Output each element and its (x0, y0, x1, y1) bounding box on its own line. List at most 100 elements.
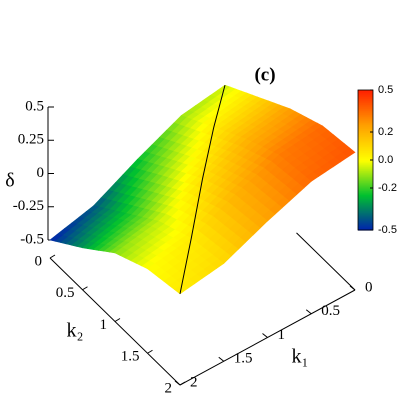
z-tick-label: 0 (37, 165, 45, 181)
y-tick-label: 0.5 (56, 285, 75, 301)
colorbar-cell (358, 196, 373, 199)
z-tick-label: 0.5 (25, 98, 44, 114)
colorbar-cell (358, 142, 373, 145)
colorbar-cell (358, 188, 373, 191)
y-tick-label: 1.5 (121, 349, 140, 365)
colorbar-cell (358, 166, 373, 169)
y-tick-label: 1 (100, 317, 108, 333)
colorbar-cell (358, 98, 373, 101)
colorbar-cell (358, 96, 373, 99)
colorbar-cell (358, 202, 373, 205)
colorbar-cell (358, 134, 373, 137)
colorbar-cell (358, 110, 373, 113)
colorbar-cell (358, 168, 373, 171)
colorbar-cell (358, 212, 373, 215)
colorbar-cell (358, 192, 373, 195)
colorbar-cell (358, 178, 373, 181)
axes (47, 106, 356, 386)
x-axis-label: k₁ (292, 346, 309, 368)
colorbar-tick-label: 0.5 (378, 84, 393, 96)
colorbar-cell (358, 124, 373, 127)
x-tick-label: 2 (190, 374, 198, 390)
x-tick (218, 356, 225, 362)
colorbar-cell (358, 156, 373, 159)
colorbar-cell (358, 198, 373, 201)
colorbar-cell (358, 224, 373, 227)
y-axis-label: k₂ (67, 320, 84, 342)
colorbar-cell (358, 208, 373, 211)
colorbar-cell (358, 174, 373, 177)
colorbar-cell (358, 214, 373, 217)
x-tick (262, 333, 268, 338)
colorbar-cell (358, 132, 373, 135)
colorbar-cell (358, 122, 373, 125)
x-tick-label: 0 (365, 279, 373, 295)
colorbar-cell (358, 128, 373, 131)
y-tick (114, 318, 121, 322)
colorbar-cell (358, 222, 373, 225)
colorbar-cell (358, 190, 373, 193)
colorbar-tick-label: -0.5 (378, 224, 397, 236)
x-tick-label: 0.5 (321, 303, 340, 319)
diagonal-line (179, 85, 226, 294)
x-tick (174, 380, 181, 386)
colorbar-cell (358, 104, 373, 107)
colorbar-cell (358, 186, 373, 189)
colorbar-cell (358, 204, 373, 207)
colorbar-cell (358, 126, 373, 129)
x-tick (349, 285, 356, 291)
colorbar-cell (358, 220, 373, 223)
surface (49, 84, 356, 295)
colorbar-cell (358, 100, 373, 103)
colorbar-cell (358, 176, 373, 179)
colorbar-tick-label: 0.2 (378, 126, 393, 138)
floor-edge (296, 232, 356, 291)
colorbar-cell (358, 138, 373, 141)
colorbar-cell (358, 90, 373, 93)
colorbar-cell (358, 136, 373, 139)
chart-title: (c) (254, 64, 275, 85)
colorbar-cell (358, 152, 373, 155)
colorbar-cell (358, 172, 373, 175)
colorbar-cell (358, 94, 373, 97)
colorbar-cell (358, 218, 373, 221)
colorbar-cell (358, 164, 373, 167)
y-tick (147, 349, 153, 354)
colorbar-cell (358, 154, 373, 157)
colorbar-tick-label: -0.2 (378, 182, 397, 194)
x-tick (305, 309, 312, 315)
colorbar-cell (358, 200, 373, 203)
colorbar-cell (358, 194, 373, 197)
colorbar-cell (358, 160, 373, 163)
z-tick-label: -0.5 (20, 231, 44, 247)
y-tick (179, 381, 186, 386)
colorbar-cell (358, 216, 373, 219)
colorbar-cell (358, 114, 373, 117)
colorbar-cell (358, 158, 373, 161)
colorbar-cell (358, 146, 373, 149)
colorbar-cell (358, 206, 373, 209)
colorbar-cell (358, 112, 373, 115)
y-tick (82, 286, 88, 291)
colorbar-cell (358, 226, 373, 229)
z-tick-label: -0.25 (13, 198, 44, 214)
colorbar-cell (358, 106, 373, 109)
colorbar-cell (358, 144, 373, 147)
colorbar-cell (358, 184, 373, 187)
colorbar-cell (358, 162, 373, 165)
colorbar-cell (358, 120, 373, 123)
colorbar-cell (358, 118, 373, 121)
colorbar-cell (358, 102, 373, 105)
x-tick-label: 1.5 (234, 351, 253, 367)
colorbar-cell (358, 130, 373, 133)
colorbar-cell (358, 108, 373, 111)
z-tick-label: 0.25 (18, 132, 44, 148)
colorbar: 0.5 0.2 0.0 -0.2 -0.5 (357, 84, 397, 236)
y-tick-label: 0 (35, 253, 43, 269)
colorbar-tick-label: 0.0 (378, 154, 393, 166)
colorbar-cell (358, 140, 373, 143)
colorbar-cell (358, 228, 373, 231)
colorbar-cell (358, 170, 373, 173)
colorbar-cell (358, 182, 373, 185)
colorbar-cell (358, 148, 373, 151)
